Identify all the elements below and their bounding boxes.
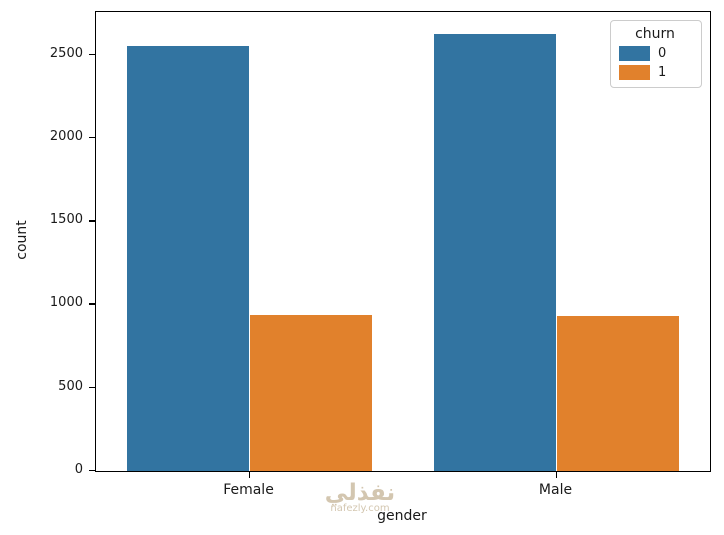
bar-female-churn-1 <box>249 314 373 471</box>
legend-item-1: 1 <box>619 65 691 80</box>
y-tick-mark <box>89 470 95 472</box>
legend-title: churn <box>635 26 675 42</box>
bar-male-churn-1 <box>556 316 680 471</box>
y-tick-mark <box>89 386 95 389</box>
y-tick-mark <box>89 136 95 139</box>
x-axis-label: gender <box>377 508 427 524</box>
y-tick-label: 1000 <box>49 295 83 311</box>
legend-label: 1 <box>658 65 667 80</box>
y-tick-label: 1500 <box>49 212 83 228</box>
x-tick-label-male: Male <box>538 482 573 498</box>
y-tick-mark <box>89 220 95 222</box>
y-tick-label: 500 <box>58 378 83 394</box>
y-tick-mark <box>89 53 95 56</box>
watermark-arabic-text: نفذلي <box>324 480 396 506</box>
watermark: نفذلي nafezly.com <box>300 481 420 514</box>
bar-male-churn-0 <box>433 33 557 471</box>
legend-label: 0 <box>658 46 667 61</box>
x-tick-mark <box>555 472 557 478</box>
x-tick-label-female: Female <box>223 482 274 498</box>
y-tick-label: 2000 <box>49 128 83 144</box>
y-tick-label: 2500 <box>49 45 83 61</box>
y-tick-mark <box>89 303 95 305</box>
legend-item-0: 0 <box>619 46 691 61</box>
watermark-domain-text: nafezly.com <box>330 503 390 514</box>
legend-swatch-icon <box>619 46 650 61</box>
y-tick-label: 0 <box>74 462 83 477</box>
bar-female-churn-0 <box>126 46 250 471</box>
x-tick-mark <box>248 472 250 478</box>
y-axis-label: count <box>14 220 30 260</box>
legend-swatch-icon <box>619 65 650 80</box>
